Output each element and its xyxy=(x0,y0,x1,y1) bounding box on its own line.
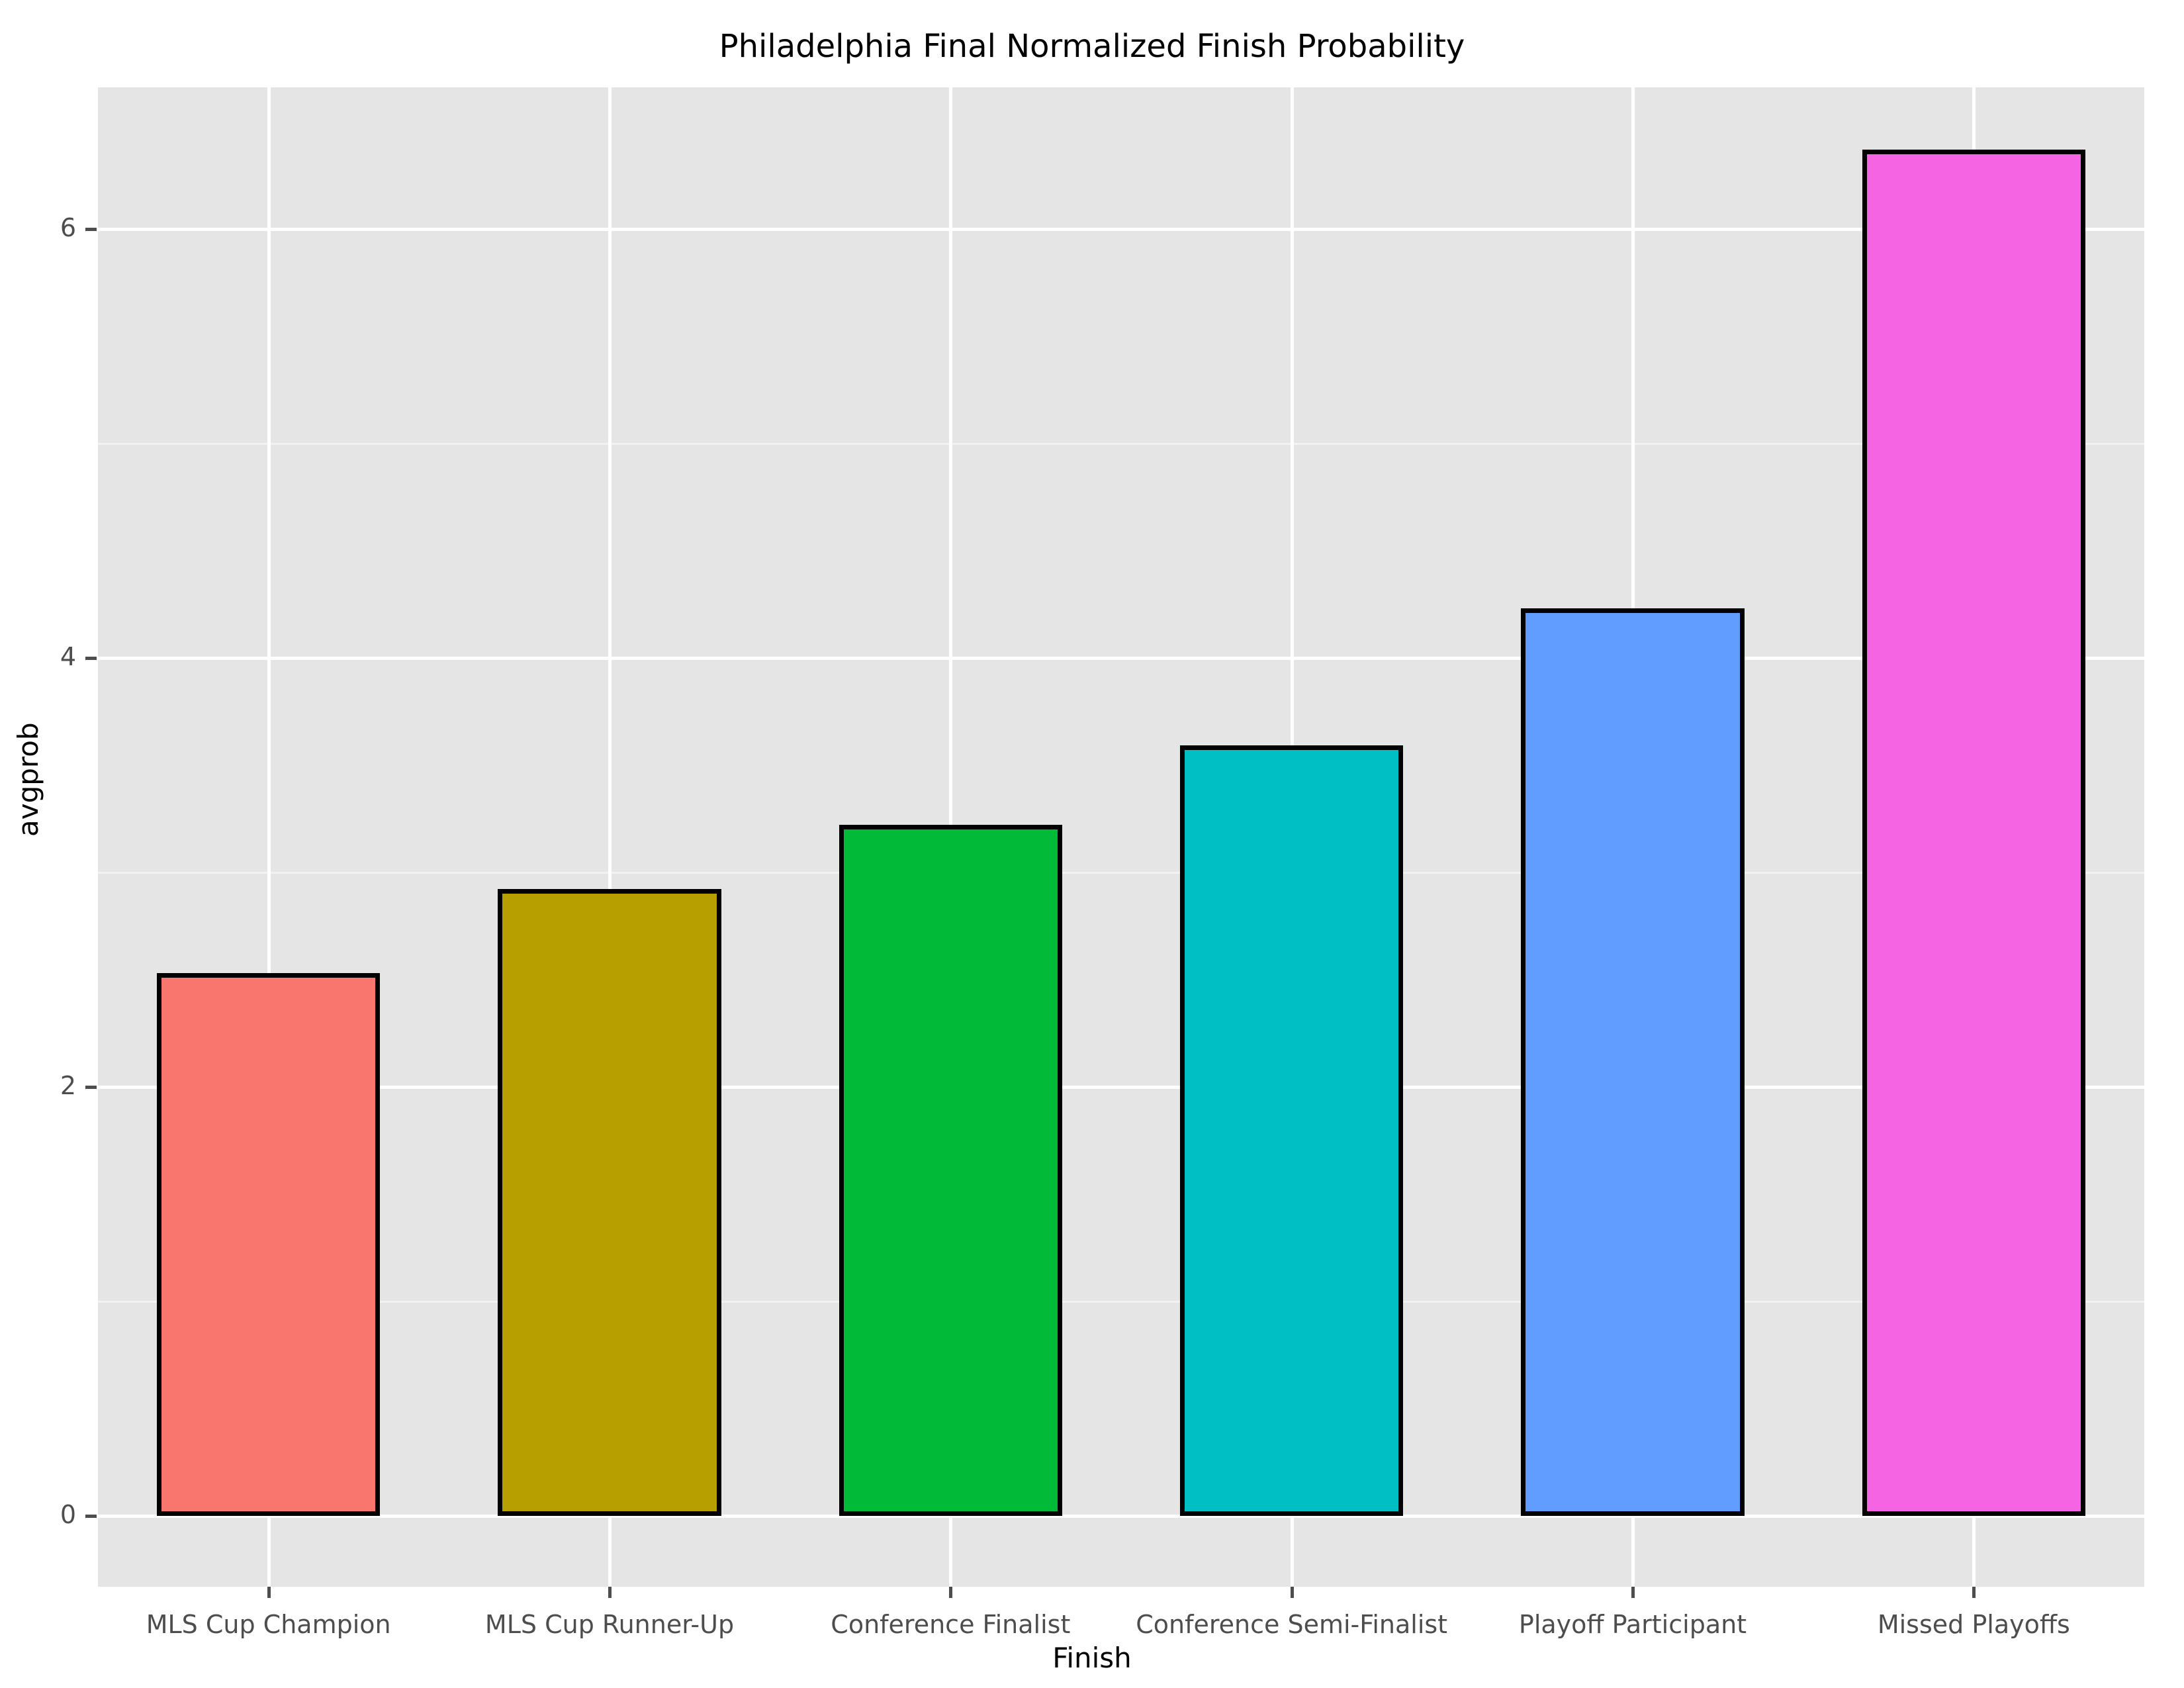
x-tick-mark-5 xyxy=(1972,1587,1976,1598)
chart-title: Philadelphia Final Normalized Finish Pro… xyxy=(719,28,1465,65)
x-tick-mark-1 xyxy=(608,1587,612,1598)
bar-conference-finalist[interactable] xyxy=(839,825,1063,1516)
bar-conference-semi-finalist[interactable] xyxy=(1179,745,1404,1516)
y-tick-label-4: 4 xyxy=(60,642,76,671)
y-tick-label-0: 0 xyxy=(60,1500,76,1529)
y-tick-label-2: 2 xyxy=(60,1071,76,1100)
bar-playoff-participant[interactable] xyxy=(1521,608,1745,1516)
x-tick-label-missed-playoffs: Missed Playoffs xyxy=(1877,1610,2070,1639)
bar-mls-cup-champion[interactable] xyxy=(156,972,381,1516)
gridline-major-y-6 xyxy=(98,228,2144,231)
bar-mls-cup-runner-up[interactable] xyxy=(498,889,721,1516)
gridline-minor-y-5 xyxy=(98,443,2144,445)
y-tick-mark-4 xyxy=(85,657,97,660)
x-tick-label-mls-cup-runner-up: MLS Cup Runner-Up xyxy=(484,1610,735,1639)
x-tick-mark-3 xyxy=(1290,1587,1294,1598)
y-tick-mark-6 xyxy=(85,228,97,231)
gridline-major-y-4 xyxy=(98,657,2144,660)
gridline-minor-y-3 xyxy=(98,872,2144,874)
gridline-major-y-0 xyxy=(98,1515,2144,1518)
x-tick-label-mls-cup-champion: MLS Cup Champion xyxy=(146,1610,391,1639)
plot-panel xyxy=(98,87,2144,1587)
gridline-major-x-0 xyxy=(267,87,271,1587)
y-tick-label-6: 6 xyxy=(60,213,76,242)
bar-missed-playoffs[interactable] xyxy=(1862,149,2086,1516)
x-tick-mark-0 xyxy=(267,1587,271,1598)
x-axis-title: Finish xyxy=(1052,1642,1132,1674)
x-tick-label-conference-finalist: Conference Finalist xyxy=(831,1610,1071,1639)
x-tick-label-playoff-participant: Playoff Participant xyxy=(1518,1610,1747,1639)
gridline-minor-y-1 xyxy=(98,1301,2144,1303)
y-axis-title: avgprob xyxy=(12,722,44,837)
y-tick-mark-0 xyxy=(85,1515,97,1518)
x-tick-mark-2 xyxy=(949,1587,953,1598)
x-tick-label-conference-semi-finalist: Conference Semi-Finalist xyxy=(1136,1610,1448,1639)
gridline-major-y-2 xyxy=(98,1086,2144,1089)
y-tick-mark-2 xyxy=(85,1086,97,1089)
gridline-major-x-1 xyxy=(608,87,612,1587)
x-tick-mark-4 xyxy=(1631,1587,1635,1598)
